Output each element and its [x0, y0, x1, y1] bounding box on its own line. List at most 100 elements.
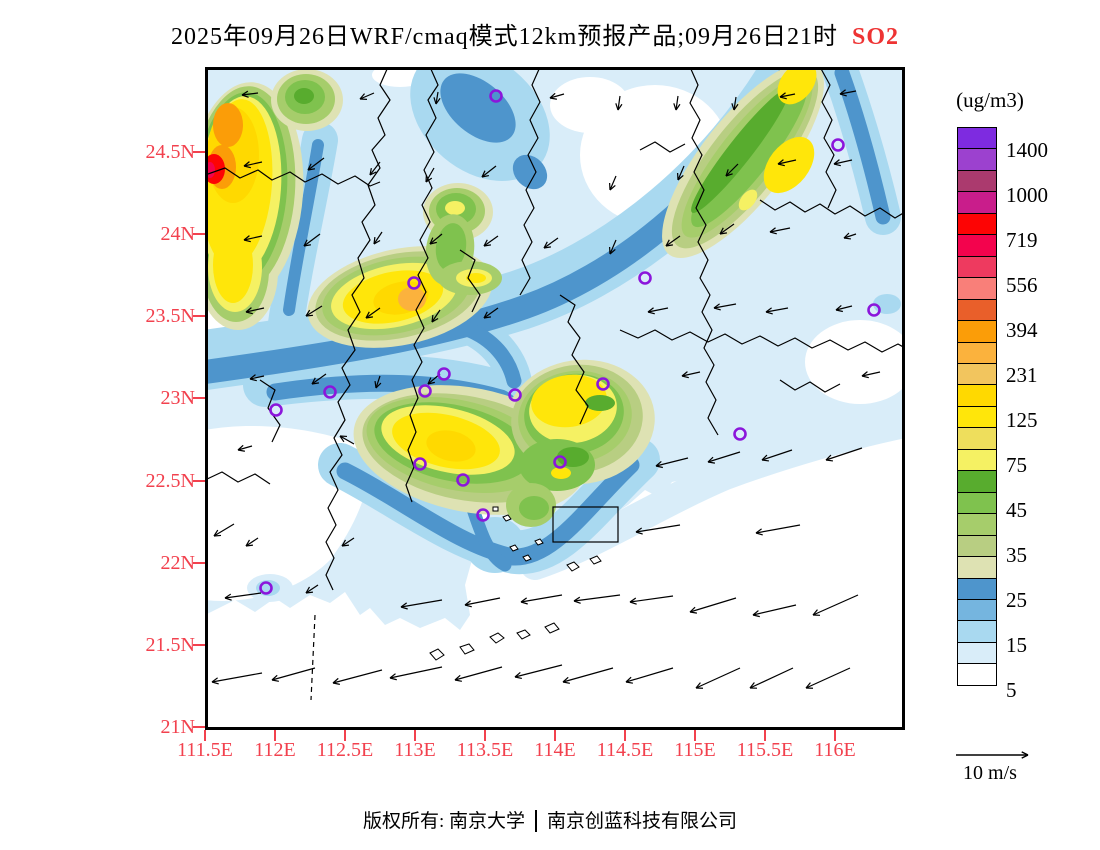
city-marker	[508, 388, 522, 402]
wind-arrow-icon	[635, 524, 681, 535]
wind-arrow-icon	[956, 751, 1029, 759]
lon-tick	[204, 730, 206, 741]
wind-arrow-icon	[812, 594, 859, 616]
colorbar-cell	[957, 556, 997, 579]
colorbar-cell	[957, 277, 997, 300]
wind-arrow-icon	[677, 165, 685, 181]
map-frame	[205, 67, 905, 730]
city-marker	[867, 303, 881, 317]
colorbar	[957, 127, 997, 686]
wind-arrow-icon	[425, 167, 435, 183]
wind-arrow-icon	[243, 161, 263, 169]
colorbar-cell	[957, 577, 997, 600]
colorbar-cell	[957, 212, 997, 236]
colorbar-cell	[957, 534, 997, 558]
colorbar-tick-label: 125	[1006, 407, 1038, 432]
wind-arrow-icon	[629, 595, 674, 605]
wind-arrow-icon	[305, 305, 323, 317]
wind-arrow-icon	[241, 90, 259, 98]
lon-tick-label: 114E	[534, 739, 576, 761]
wind-arrow-icon	[373, 231, 383, 245]
lat-tick-label: 24N	[160, 223, 195, 246]
lon-tick	[624, 730, 626, 741]
wind-arrow-icon	[543, 237, 559, 249]
city-marker	[413, 457, 427, 471]
colorbar-cell	[957, 127, 997, 150]
colorbar-cell	[957, 427, 997, 450]
lon-tick-label: 112.5E	[316, 739, 374, 761]
lon-tick-label: 115.5E	[736, 739, 794, 761]
lat-tick	[193, 233, 205, 236]
lat-tick-label: 24.5N	[145, 141, 195, 163]
wind-arrow-icon	[777, 159, 797, 167]
lon-tick-label: 113E	[394, 739, 436, 761]
contour-fills	[205, 67, 905, 730]
lon-tick	[834, 730, 836, 741]
lon-tick	[484, 730, 486, 741]
city-marker	[323, 385, 337, 399]
colorbar-cell	[957, 448, 997, 472]
footer-copyright: 版权所有: 南京大学	[362, 811, 525, 832]
city-marker	[831, 138, 845, 152]
footer-divider	[535, 810, 537, 832]
colorbar-cell	[957, 320, 997, 343]
lon-tick	[554, 730, 556, 741]
colorbar-cell	[957, 148, 997, 171]
wind-arrow-icon	[359, 92, 375, 100]
wind-arrow-icon	[647, 307, 669, 315]
lat-tick	[193, 397, 205, 400]
wind-arrow-icon	[665, 235, 681, 247]
wind-arrow-icon	[245, 307, 265, 315]
wind-arrow-icon	[769, 227, 791, 235]
wind-arrow-icon	[689, 597, 737, 614]
lat-tick	[193, 479, 205, 482]
admin-boundaries	[205, 67, 905, 591]
wind-scale-arrow-icon	[956, 751, 1029, 759]
wind-arrow-icon	[213, 523, 235, 537]
wind-arrow-icon	[464, 597, 501, 608]
city-marker	[489, 89, 503, 103]
lon-tick	[694, 730, 696, 741]
wind-arrow-icon	[429, 233, 443, 245]
islands	[429, 506, 602, 661]
wind-arrow-icon	[369, 161, 381, 176]
lat-tick-label: 21N	[160, 715, 195, 738]
map-canvas	[205, 67, 905, 730]
colorbar-cell	[957, 513, 997, 536]
page-title: 2025年09月26日WRF/cmaq模式12km预报产品;09月26日21时 S…	[0, 16, 1070, 51]
colorbar-cell	[957, 255, 997, 279]
city-marker	[553, 455, 567, 469]
colorbar-tick-label: 5	[1006, 677, 1017, 702]
wind-arrow-icon	[374, 375, 382, 389]
wind-arrow-icon	[389, 666, 443, 681]
wind-arrow-icon	[609, 239, 617, 255]
colorbar-tick-label: 35	[1006, 542, 1027, 567]
colorbar-tick-label: 556	[1006, 273, 1038, 298]
lon-tick-label: 116E	[814, 739, 856, 761]
wind-scale-label: 10 m/s	[963, 762, 1017, 784]
colorbar-cell	[957, 641, 997, 665]
wind-arrow-icon	[303, 233, 321, 247]
lon-tick-label: 113.5E	[456, 739, 514, 761]
colorbar-unit: (ug/m3)	[956, 88, 1024, 112]
wind-arrow-icon	[752, 604, 797, 618]
colorbar-cell	[957, 491, 997, 515]
wind-arrow-icon	[673, 95, 681, 111]
city-marker	[418, 384, 432, 398]
inset-box	[552, 506, 619, 543]
wind-arrow-icon	[514, 664, 563, 680]
lon-tick	[414, 730, 416, 741]
wind-arrow-icon	[749, 667, 794, 689]
colorbar-cell	[957, 234, 997, 257]
lat-tick	[193, 725, 205, 728]
wind-arrow-icon	[433, 91, 441, 105]
wind-arrow-icon	[765, 307, 789, 315]
colorbar-cell	[957, 341, 997, 364]
colorbar-cell	[957, 169, 997, 193]
lat-tick	[193, 315, 205, 318]
wind-arrow-icon	[311, 373, 327, 385]
wind-arrow-icon	[483, 235, 499, 247]
wind-arrow-icon	[332, 669, 383, 685]
wind-arrow-icon	[454, 666, 503, 682]
wind-arrow-icon	[761, 449, 793, 462]
